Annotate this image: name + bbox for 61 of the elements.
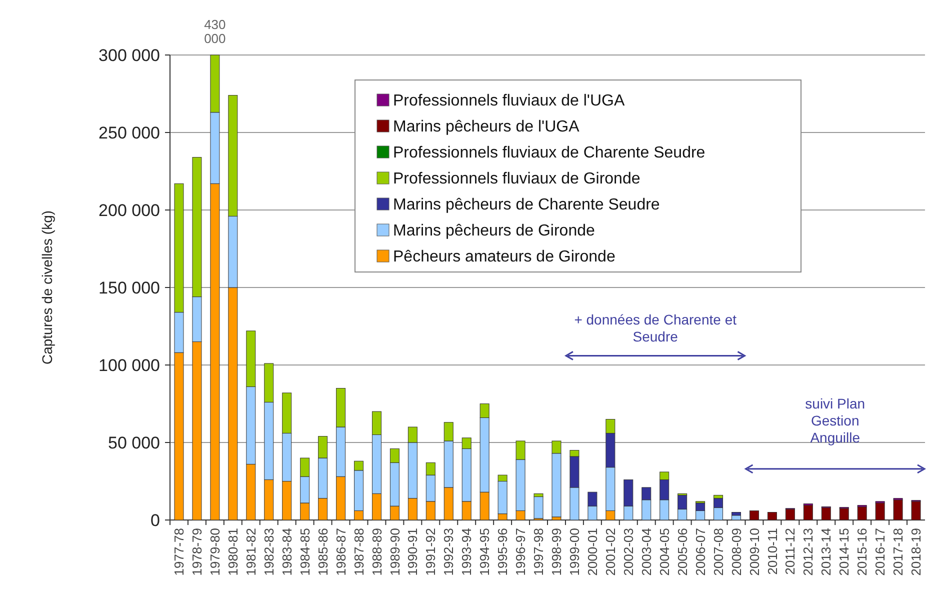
y-tick-label: 250 000	[98, 123, 160, 142]
x-tick-label: 2006-07	[692, 528, 708, 576]
x-tick-label: 1985-86	[315, 528, 330, 576]
x-tick-label: 2018-19	[908, 528, 924, 576]
x-tick-label: 2007-08	[710, 528, 726, 576]
x-tick-label: 2000-01	[584, 528, 600, 576]
x-tick-label: 1988-89	[369, 528, 384, 576]
x-tick-label: 1998-99	[549, 528, 564, 576]
x-tick-label: 2002-03	[620, 528, 636, 576]
x-tick-label: 1983-84	[279, 528, 294, 576]
x-tick-label: 1992-93	[441, 528, 456, 576]
y-tick-label: 300 000	[98, 46, 160, 65]
x-tick-label: 1994-95	[477, 528, 492, 576]
y-tick-label: 200 000	[98, 200, 160, 220]
x-tick-label: 1978-79	[190, 528, 205, 576]
x-tick-label: 1977-78	[172, 528, 187, 576]
x-tick-label: 2011-12	[782, 528, 798, 575]
y-tick-label: 50 000	[108, 433, 160, 452]
x-tick-label: 2012-13	[800, 528, 816, 576]
legend-label: Marins pêcheurs de Charente Seudre	[393, 196, 660, 214]
x-tick-label: 2016-17	[872, 528, 888, 576]
x-tick-label: 2001-02	[602, 528, 618, 576]
y-tick-label: 150 000	[98, 278, 160, 298]
x-tick-label: 1993-94	[459, 528, 474, 576]
legend-label: Marins pêcheurs de l'UGA	[393, 118, 580, 136]
x-tick-label: 1991-92	[423, 528, 438, 576]
y-tick-label: 100 000	[98, 356, 160, 375]
x-tick-label: 1979-80	[207, 528, 222, 576]
x-tick-label: 2003-04	[638, 528, 654, 576]
x-tick-label: 2008-09	[728, 528, 744, 576]
x-tick-label: 1984-85	[297, 528, 312, 576]
annotation: + données de Charente et Seudre	[574, 312, 737, 345]
x-tick-label: 2015-16	[854, 528, 870, 576]
x-tick-label: 2017-18	[890, 528, 906, 576]
x-tick-label: 1990-91	[405, 528, 420, 576]
x-tick-label: 2009-10	[746, 528, 762, 576]
x-tick-label: 2004-05	[656, 528, 672, 576]
x-tick-label: 1997-98	[531, 528, 546, 576]
legend-label: Professionnels fluviaux de Charente Seudre	[393, 144, 706, 162]
x-tick-label: 2014-15	[836, 528, 852, 576]
x-tick-label: 2005-06	[674, 528, 690, 576]
legend-label: Marins pêcheurs de Gironde	[393, 222, 595, 240]
legend-label: Pêcheurs amateurs de Gironde	[393, 248, 616, 266]
x-tick-label: 1982-83	[261, 528, 276, 576]
x-tick-label: 2013-14	[818, 528, 834, 576]
x-tick-label: 1986-87	[333, 528, 348, 576]
x-tick-label: 2010-11	[764, 528, 780, 575]
x-tick-label: 1999-00	[567, 528, 582, 576]
x-tick-label: 1989-90	[387, 528, 402, 576]
x-tick-label: 1995-96	[495, 528, 510, 576]
y-tick-label: 0	[150, 510, 160, 530]
annotation: 430 000	[204, 17, 226, 46]
x-tick-label: 1980-81	[225, 528, 240, 576]
bar	[534, 496, 544, 519]
x-tick-label: 1987-88	[351, 528, 366, 576]
x-tick-label: 1981-82	[243, 528, 258, 576]
annotation: suivi Plan Gestion Anguille	[805, 395, 866, 446]
y-axis-title: Captures de civelles (kg)	[39, 210, 55, 365]
legend-label: Professionnels fluviaux de Gironde	[393, 170, 640, 188]
legend-label: Professionnels fluviaux de l'UGA	[393, 92, 625, 110]
x-tick-label: 1996-97	[513, 528, 528, 576]
